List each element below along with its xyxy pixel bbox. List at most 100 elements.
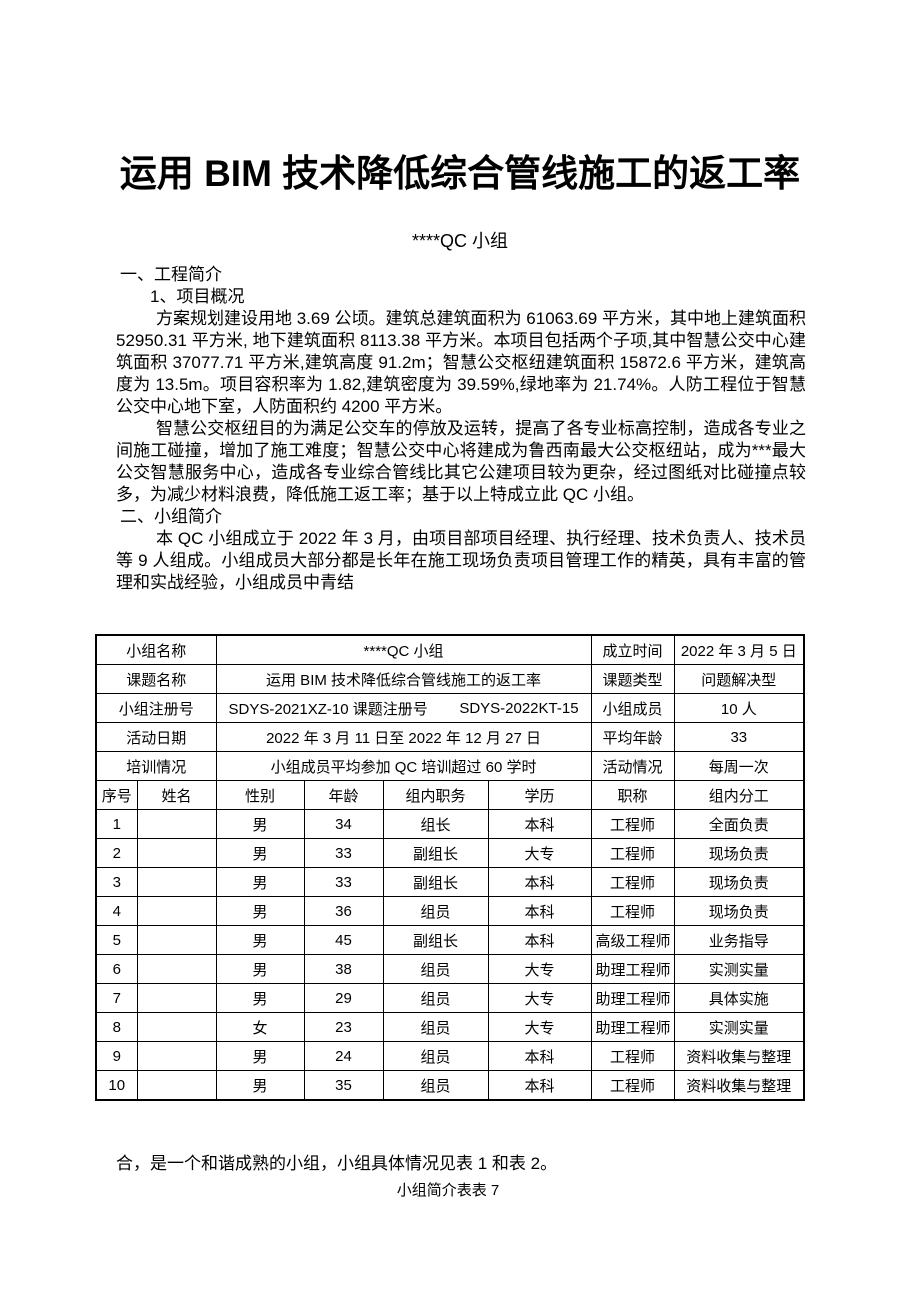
info-label-2: 成立时间 [590,634,675,665]
member-cell: 本科 [487,1070,592,1101]
member-cell: 工程师 [590,838,675,868]
member-cell: 6 [95,954,138,984]
document-title: 运用 BIM 技术降低综合管线施工的返工率 [119,153,801,194]
section-2-heading: 二、小组简介 [120,507,222,526]
column-header: 学历 [487,780,592,810]
member-cell: 大专 [487,954,592,984]
member-cell: 男 [215,896,305,926]
member-cell [136,809,217,839]
member-cell: 本科 [487,809,592,839]
member-cell: 29 [303,983,384,1013]
member-cell: 助理工程师 [590,1012,675,1042]
info-label: 课题名称 [95,664,217,694]
member-cell [136,1012,217,1042]
member-row-4: 4 男 36 组员 本科 工程师 现场负责 [95,896,805,926]
member-row-6: 6 男 38 组员 大专 助理工程师 实测实量 [95,954,805,984]
member-cell: 高级工程师 [590,925,675,955]
member-header-row: 序号 姓名 性别 年龄 组内职务 学历 职称 组内分工 [95,780,805,810]
info-label: 活动日期 [95,722,217,752]
closing-line: 合，是一个和谐成熟的小组，小组具体情况见表 1 和表 2。 [116,1154,558,1173]
member-cell: 本科 [487,896,592,926]
member-cell: 男 [215,954,305,984]
member-cell: 工程师 [590,1070,675,1101]
member-cell: 男 [215,867,305,897]
member-cell: 现场负责 [673,838,805,868]
member-cell [136,838,217,868]
member-row-3: 3 男 33 副组长 本科 工程师 现场负责 [95,867,805,897]
member-cell [136,1041,217,1071]
member-cell: 副组长 [382,925,489,955]
member-cell: 男 [215,809,305,839]
member-cell: 助理工程师 [590,954,675,984]
member-cell: 组员 [382,983,489,1013]
column-header: 序号 [95,780,138,810]
section-1-heading: 一、工程简介 [120,265,222,284]
member-cell: 实测实量 [673,1012,805,1042]
info-row-1: 课题名称 运用 BIM 技术降低综合管线施工的返工率 课题类型 问题解决型 [95,664,805,694]
member-cell: 女 [215,1012,305,1042]
member-cell [136,954,217,984]
member-cell [136,1070,217,1101]
info-value: 2022 年 3 月 11 日至 2022 年 12 月 27 日 [215,722,592,752]
info-label: 小组名称 [95,634,217,665]
member-cell: 7 [95,983,138,1013]
info-value-2: 每周一次 [673,751,805,781]
member-cell: 大专 [487,983,592,1013]
section-1-subheading: 1、项目概况 [150,287,245,306]
member-row-5: 5 男 45 副组长 本科 高级工程师 业务指导 [95,925,805,955]
member-cell: 现场负责 [673,867,805,897]
member-cell [136,925,217,955]
paragraph-project-overview: 方案规划建设用地 3.69 公顷。建筑总建筑面积为 61063.69 平方米，其… [116,309,806,416]
member-cell: 大专 [487,838,592,868]
member-cell: 资料收集与整理 [673,1070,805,1101]
qc-group-table: 小组名称 ****QC 小组 成立时间 2022 年 3 月 5 日课题名称 运用 BI… [95,634,806,1101]
member-cell: 工程师 [590,896,675,926]
table-caption: 小组简介表表 7 [396,1182,500,1199]
member-cell: 工程师 [590,867,675,897]
member-cell: 38 [303,954,384,984]
paragraph-project-background: 智慧公交枢纽目的为满足公交车的停放及运转，提高了各专业标高控制，造成各专业之间施… [116,419,806,504]
member-cell: 男 [215,983,305,1013]
registry-value-group: SDYS-2021XZ-10 课题注册号 SDYS-2022KT-15 [221,698,587,719]
column-header: 组内职务 [382,780,489,810]
member-cell: 本科 [487,1041,592,1071]
member-cell: 本科 [487,925,592,955]
info-value-2: 2022 年 3 月 5 日 [673,634,805,665]
info-label-2: 小组成员 [590,693,675,723]
info-value: 小组成员平均参加 QC 培训超过 60 学时 [215,751,592,781]
member-cell: 组员 [382,1041,489,1071]
table-body: 小组名称 ****QC 小组 成立时间 2022 年 3 月 5 日课题名称 运用 BI… [95,634,805,1101]
group-registry-number: SDYS-2021XZ-10 课题注册号 [228,700,428,718]
member-cell: 35 [303,1070,384,1101]
info-value: ****QC 小组 [215,634,592,665]
info-label-2: 课题类型 [590,664,675,694]
member-row-8: 8 女 23 组员 大专 助理工程师 实测实量 [95,1012,805,1042]
member-row-2: 2 男 33 副组长 大专 工程师 现场负责 [95,838,805,868]
info-row-0: 小组名称 ****QC 小组 成立时间 2022 年 3 月 5 日 [95,634,805,665]
member-cell [136,867,217,897]
topic-registry-number: SDYS-2022KT-15 [459,699,579,717]
column-header: 姓名 [136,780,217,810]
info-value: 运用 BIM 技术降低综合管线施工的返工率 [215,664,592,694]
member-cell: 助理工程师 [590,983,675,1013]
member-cell [136,896,217,926]
info-value-2: 10 人 [673,693,805,723]
member-cell: 工程师 [590,809,675,839]
member-cell: 5 [95,925,138,955]
member-cell: 36 [303,896,384,926]
info-label: 小组注册号 [95,693,217,723]
info-label-2: 活动情况 [590,751,675,781]
member-row-9: 9 男 24 组员 本科 工程师 资料收集与整理 [95,1041,805,1071]
column-header: 职称 [590,780,675,810]
member-row-7: 7 男 29 组员 大专 助理工程师 具体实施 [95,983,805,1013]
member-cell: 2 [95,838,138,868]
column-header: 年龄 [303,780,384,810]
member-cell: 9 [95,1041,138,1071]
member-cell: 10 [95,1070,138,1101]
info-value: SDYS-2021XZ-10 课题注册号 SDYS-2022KT-15 [215,693,592,723]
info-value-2: 问题解决型 [673,664,805,694]
member-cell: 副组长 [382,867,489,897]
member-cell: 33 [303,867,384,897]
member-cell: 23 [303,1012,384,1042]
member-cell: 本科 [487,867,592,897]
